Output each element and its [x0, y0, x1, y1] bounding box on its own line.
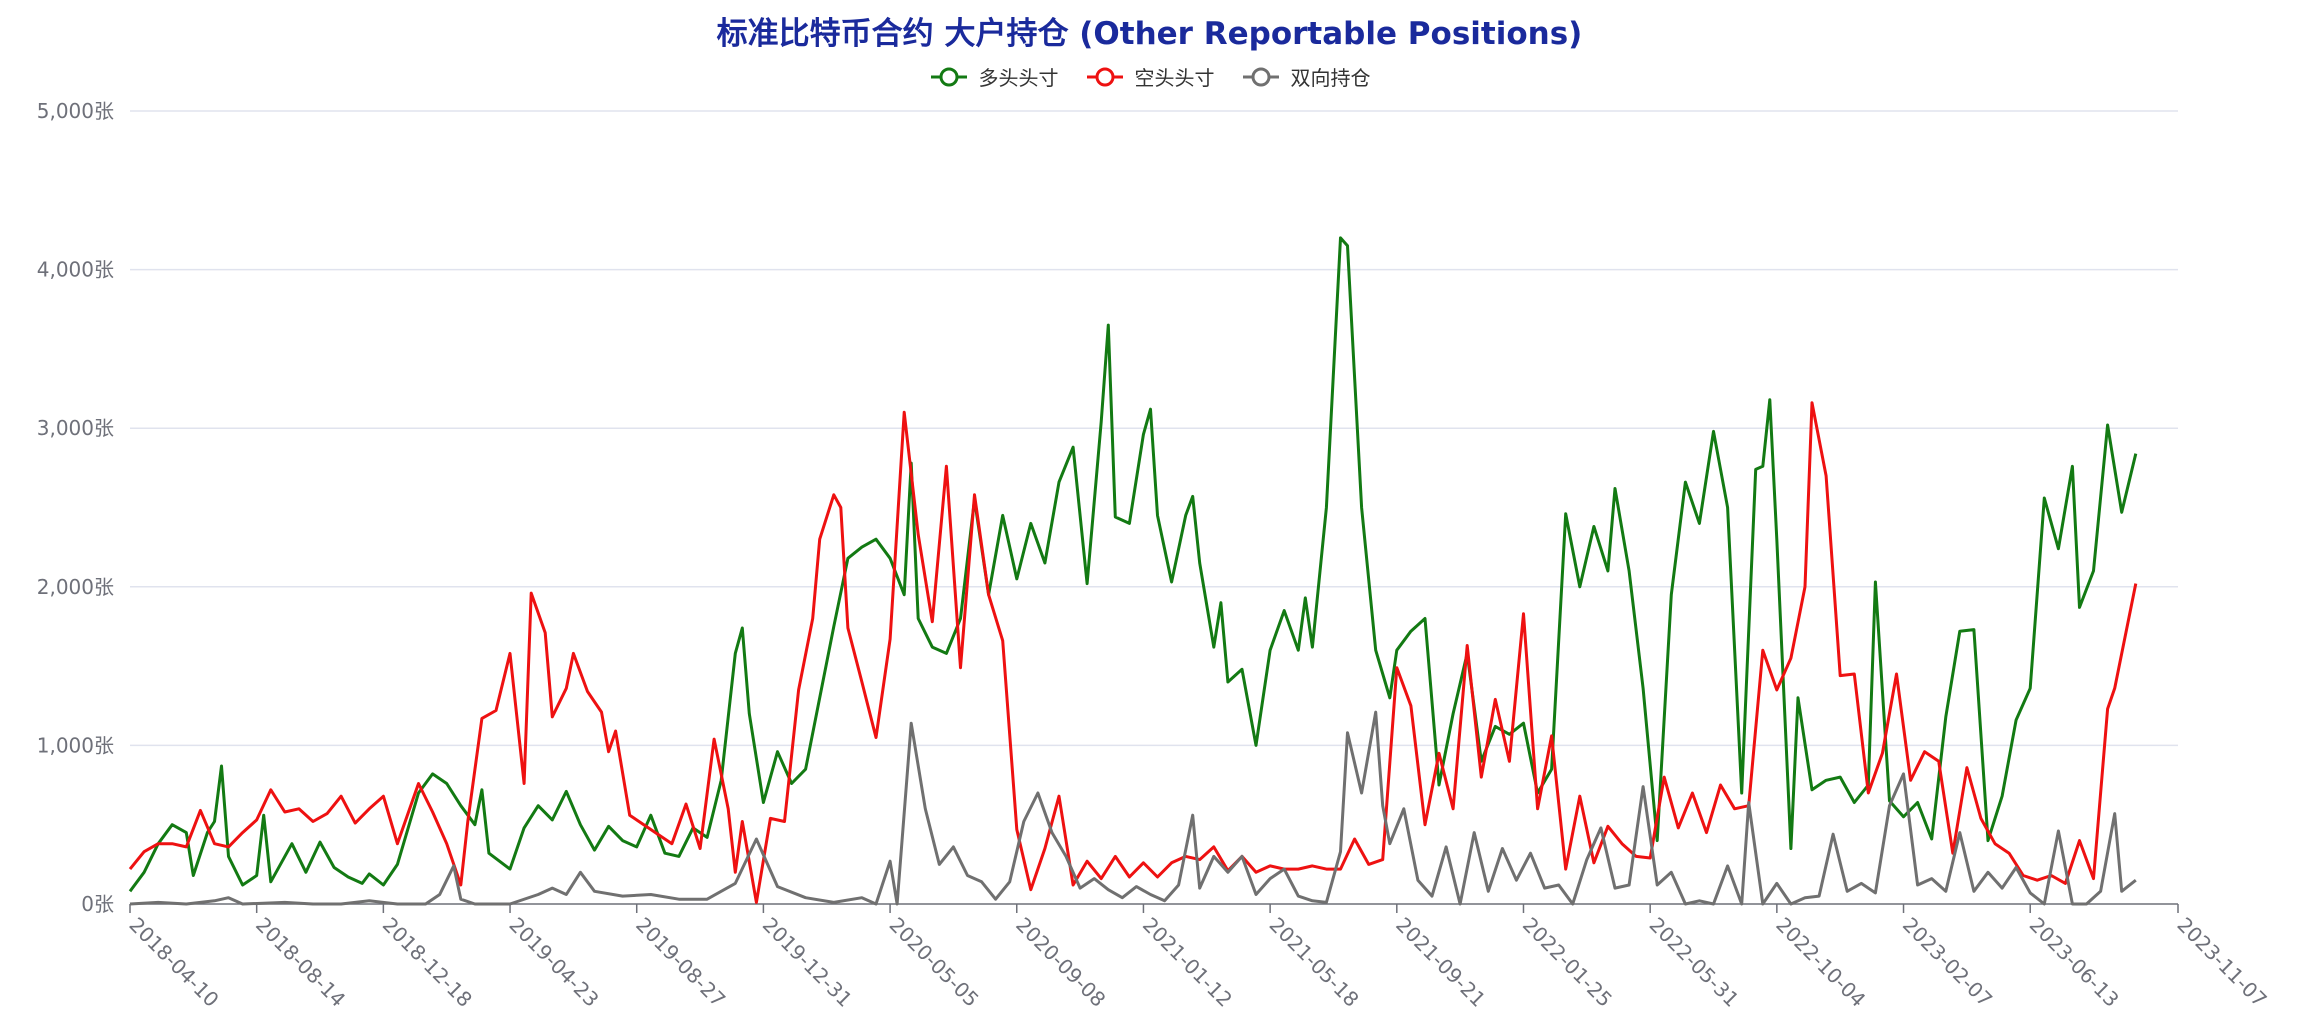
legend-label: 多头头寸: [978, 66, 1059, 90]
legend-swatch-icon: [1242, 67, 1279, 86]
series-line-2: [128, 401, 2138, 904]
legend-item-3[interactable]: 双向持仓: [1241, 62, 1371, 91]
legend-item-1[interactable]: 多头头寸: [929, 62, 1059, 91]
y-tick-label: 5,000张: [37, 99, 114, 123]
x-tick-label: 2018-04-10: [124, 913, 223, 1012]
y-tick-label: 0张: [81, 892, 114, 916]
x-tick-label: 2020-05-05: [885, 913, 984, 1012]
y-tick-label: 4,000张: [37, 258, 114, 282]
x-tick-label: 2018-08-14: [251, 913, 350, 1012]
y-tick-label: 1,000张: [37, 733, 114, 757]
legend-swatch-icon: [1086, 67, 1123, 86]
legend-item-2[interactable]: 空头头寸: [1085, 62, 1215, 91]
y-tick-label: 2,000张: [37, 575, 114, 599]
x-tick-label: 2023-02-07: [1898, 913, 1997, 1012]
series-line-1: [128, 236, 2138, 893]
legend: 多头头寸 空头头寸 双向持仓: [0, 62, 2299, 91]
legend-label: 双向持仓: [1290, 66, 1371, 90]
legend-swatch-icon: [930, 67, 967, 86]
x-tick-label: 2020-09-08: [1011, 913, 1110, 1012]
x-tick-label: 2019-08-27: [631, 913, 730, 1012]
x-tick-label: 2023-11-07: [2172, 913, 2271, 1012]
grid-lines: [130, 110, 2178, 747]
x-tick-label: 2022-10-04: [1771, 913, 1870, 1012]
x-tick-label: 2021-09-21: [1391, 913, 1490, 1012]
chart-title: 标准比特币合约 大户持仓 (Other Reportable Positions…: [716, 16, 1583, 52]
series-line-3: [129, 710, 2137, 906]
series-lines: [128, 236, 2138, 906]
y-tick-label: 3,000张: [37, 416, 114, 440]
x-tick-label: 2019-12-31: [758, 913, 857, 1012]
x-tick-label: 2022-05-31: [1645, 913, 1744, 1012]
x-tick-label: 2021-05-18: [1265, 913, 1364, 1012]
x-tick-label: 2018-12-18: [378, 913, 477, 1012]
x-tick-label: 2019-04-23: [505, 913, 604, 1012]
x-tick-label: 2021-01-12: [1138, 913, 1237, 1012]
legend-label: 空头头寸: [1134, 66, 1215, 90]
x-tick-label: 2023-06-13: [2025, 913, 2124, 1012]
x-tick-label: 2022-01-25: [1518, 913, 1617, 1012]
